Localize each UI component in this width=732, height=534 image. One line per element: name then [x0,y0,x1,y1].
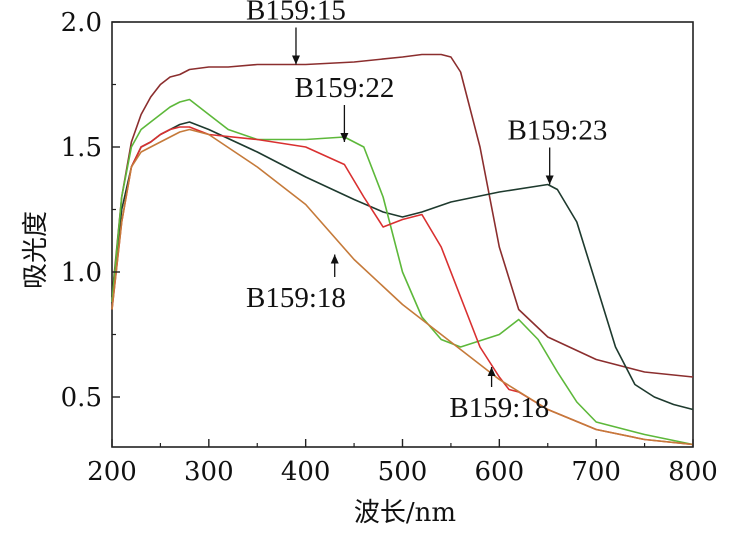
annotation-arrowhead [291,55,300,65]
annotation-label: B159:23 [507,115,607,147]
x-tick-label: 200 [87,457,137,487]
annotation-arrowhead [545,175,554,185]
annotation-label: B159:15 [246,0,346,27]
y-axis-label: 吸光度 [21,211,51,289]
series-line [111,98,694,446]
x-tick-label: 300 [184,457,234,487]
y-tick-label: 0.5 [61,383,102,413]
x-tick-label: 600 [475,457,525,487]
annotations: B159:15 B159:22 B159:23 B159:18 B159:18 [246,0,607,424]
y-tick-label: 2.0 [61,8,102,38]
x-tick-label: 500 [378,457,428,487]
x-tick-label: 400 [281,457,331,487]
series-lines [111,53,694,446]
x-axis-ticks: 200 300 400 500 600 700 800 [87,439,718,487]
x-tick-label: 800 [668,457,718,487]
x-axis-label: 波长/nm [354,498,456,528]
annotation-arrowhead [487,367,496,376]
series-line [111,53,694,378]
x-tick-label: 700 [571,457,621,487]
annotation-label: B159:18 [246,282,346,314]
annotation-arrowhead [340,133,349,142]
series-line [111,121,694,411]
y-axis-ticks: 0.5 1.0 1.5 2.0 [61,8,120,413]
y-tick-label: 1.0 [61,258,102,288]
series-line [111,126,694,446]
annotation-label: B159:22 [294,72,394,104]
y-tick-label: 1.5 [61,133,102,163]
annotation-arrowhead [330,254,339,264]
plot-frame [111,21,694,448]
series-line [111,128,694,446]
plot-border [111,21,694,448]
annotation-label: B159:18 [449,392,549,424]
